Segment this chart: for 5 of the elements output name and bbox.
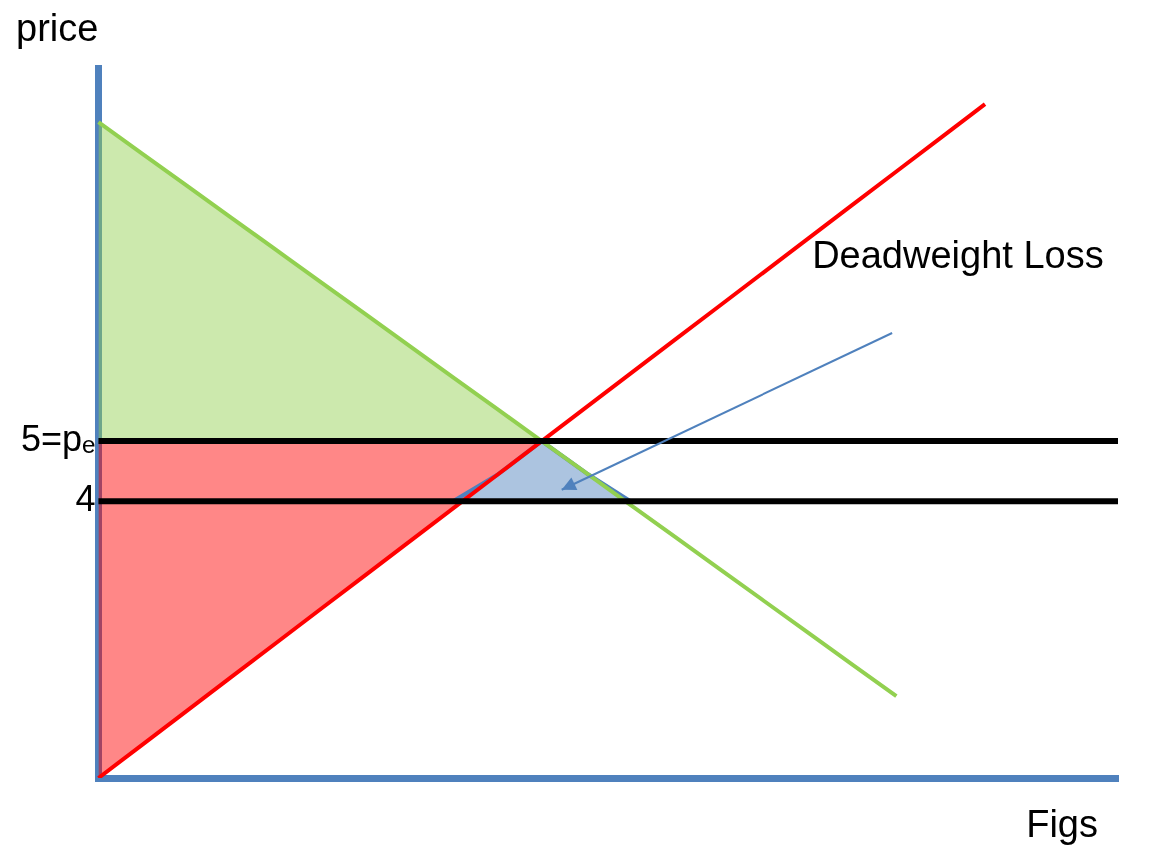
x-axis-title: Figs xyxy=(1026,803,1098,846)
y-tick-label: 4 xyxy=(75,478,96,520)
y-tick-label: 5=pₑ xyxy=(20,417,96,459)
y-axis-title: price xyxy=(16,7,99,50)
annotation: Deadweight Loss xyxy=(812,234,1104,276)
